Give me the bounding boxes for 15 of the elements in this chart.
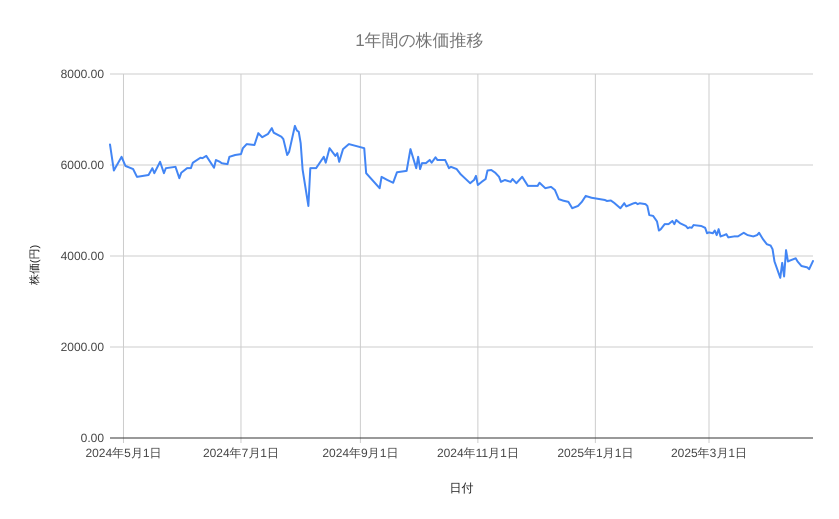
y-axis-title: 株価(円) [28,244,41,286]
y-tick-label: 2000.00 [60,340,104,354]
x-axis-title: 日付 [450,481,474,495]
x-tick-label: 2025年3月1日 [670,446,748,460]
y-tick-label: 4000.00 [60,249,104,263]
line-series [109,124,814,279]
x-tick-label: 2024年11月1日 [436,446,519,460]
chart-title: 1年間の株価推移 [355,31,484,50]
x-tick-label: 2024年7月1日 [202,446,279,460]
x-tick-label: 2025年1月1日 [557,446,634,460]
x-tick-label: 2024年9月1日 [322,446,398,460]
y-tick-label: 0.00 [80,431,104,445]
y-tick-label: 8000.00 [60,67,104,81]
x-tick-label: 2024年5月1日 [85,446,162,460]
y-tick-label: 6000.00 [60,158,104,172]
